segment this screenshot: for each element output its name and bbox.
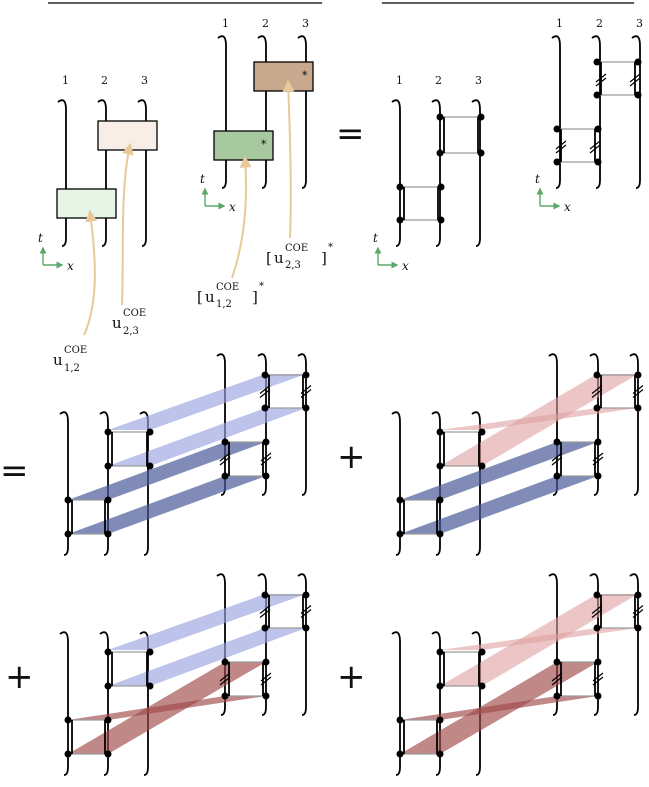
svg-text:u: u	[112, 314, 122, 332]
svg-text:u: u	[274, 249, 284, 267]
wire-label-3c: 3	[475, 74, 482, 87]
expansion-term-1	[59, 353, 312, 556]
wire-label-2b: 2	[262, 17, 269, 30]
axis-t-b: t	[200, 172, 205, 186]
svg-text:COE: COE	[216, 282, 239, 293]
svg-text:[: [	[266, 249, 272, 267]
panel-circuit-form-conj: 1 2 3 t x	[535, 17, 643, 214]
panel-gates: 1 2 3 t x u COE 1,2 u COE 2,3	[38, 74, 158, 374]
expansion-term-3	[59, 573, 312, 776]
wire-label-2c: 2	[435, 74, 442, 87]
svg-text:[: [	[197, 288, 203, 306]
label-u12: u COE 1,2	[53, 345, 87, 374]
wire-label-1: 1	[62, 74, 69, 87]
svg-text:]: ]	[252, 288, 258, 306]
plus-2: +	[5, 657, 34, 697]
conj-star-u23: *	[302, 69, 308, 82]
expansion-term-2	[391, 353, 644, 556]
wire-label-3b: 3	[302, 17, 309, 30]
axis-x-c: x	[402, 259, 409, 273]
label-u23: u COE 2,3	[112, 308, 146, 337]
axis-t-d: t	[535, 172, 540, 186]
wire-label-2d: 2	[596, 17, 603, 30]
equals-top: =	[336, 114, 365, 154]
label-u12-conj: [ u COE 1,2 ] *	[197, 281, 264, 310]
equals-bottom: =	[0, 451, 29, 491]
gate-u23	[97, 120, 158, 151]
label-u23-conj: [ u COE 2,3 ] *	[266, 242, 333, 271]
plus-3: +	[337, 657, 366, 697]
gate-u12	[56, 188, 117, 219]
axis-x-b: x	[229, 200, 236, 214]
wire-label-3: 3	[141, 74, 148, 87]
expansion-term-4	[391, 573, 644, 776]
wire-label-1b: 1	[222, 17, 229, 30]
axis-x: x	[67, 259, 74, 273]
svg-text:COE: COE	[64, 345, 87, 356]
gate-u12-conj	[213, 130, 274, 161]
axis-t-c: t	[373, 231, 378, 245]
svg-text:COE: COE	[123, 308, 146, 319]
axis-t: t	[38, 231, 43, 245]
svg-text:1,2: 1,2	[64, 363, 80, 374]
svg-text:u: u	[53, 351, 63, 369]
svg-text:2,3: 2,3	[123, 326, 139, 337]
panel-conjugate-gates: * * 1 2 3 t x [ u COE 1,2 ] * [ u COE 2,…	[197, 17, 333, 310]
wire-label-3d: 3	[636, 17, 643, 30]
conj-star-u12: *	[261, 138, 267, 151]
wire-label-1c: 1	[396, 74, 403, 87]
svg-text:COE: COE	[285, 243, 308, 254]
wire-label-2: 2	[101, 74, 108, 87]
svg-text:]: ]	[321, 249, 327, 267]
wire-label-1d: 1	[556, 17, 563, 30]
axis-x-d: x	[564, 200, 571, 214]
panel-circuit-form: 1 2 3 t x	[373, 74, 485, 273]
svg-text:2,3: 2,3	[285, 260, 301, 271]
svg-text:*: *	[259, 281, 264, 292]
plus-1: +	[337, 437, 366, 477]
svg-text:u: u	[205, 288, 215, 306]
svg-text:1,2: 1,2	[216, 299, 232, 310]
svg-text:*: *	[328, 242, 333, 253]
